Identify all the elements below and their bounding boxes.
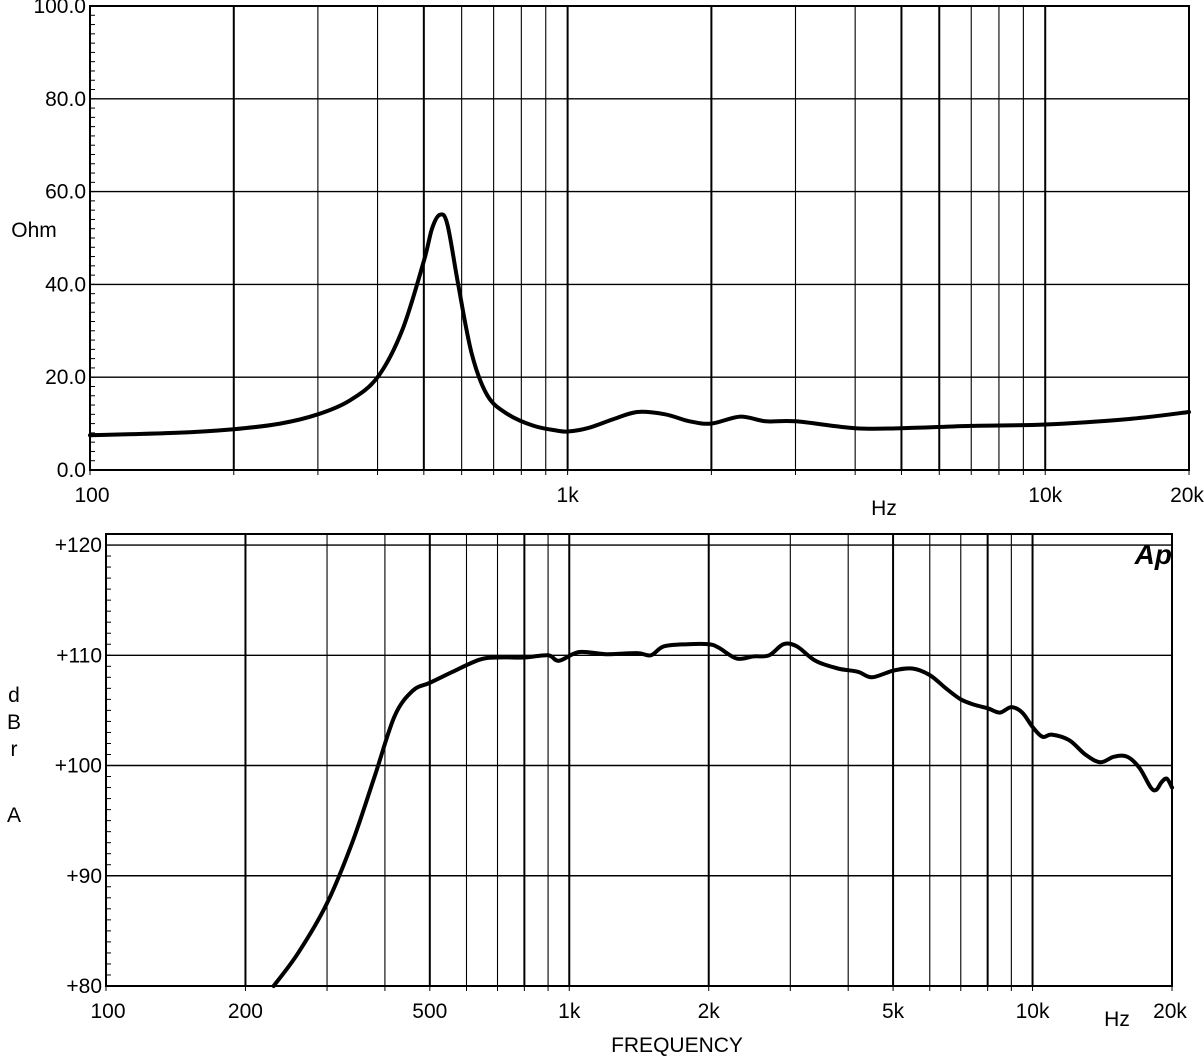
y-tick-label: +80 [66,975,102,998]
ap-logo: Ap [1134,539,1172,570]
impedance-tick-labels: 100 1k 10k 20k 0.0 20.0 40.0 60.0 80.0 100.0 [33,0,1204,507]
impedance-x-unit-label: Hz [871,497,897,520]
x-tick-label: 20k [1153,1000,1187,1023]
x-tick-label: 100 [74,484,109,507]
impedance-axes [89,5,1190,475]
response-y-label-line-4: A [7,804,21,827]
response-y-label-line-3: r [11,738,18,761]
x-tick-label: 2k [698,1000,721,1023]
response-y-label-line-1: d [8,684,20,707]
plot-frame [89,5,1190,471]
impedance-grid [89,5,1190,471]
x-tick-label: 20k [1170,484,1204,507]
x-tick-label: 5k [882,1000,905,1023]
response-x-axis-label: FREQUENCY [611,1034,743,1057]
x-tick-label: 200 [228,1000,263,1023]
response-x-unit-label: Hz [1104,1008,1130,1031]
y-tick-label: 100.0 [33,0,86,18]
y-tick-label: +120 [55,534,102,557]
y-tick-label: +90 [66,865,102,888]
y-tick-label: 60.0 [45,181,86,204]
response-grid [105,534,1173,987]
frequency-response-chart: 100 200 500 1k 2k 5k 10k 20k+80+90+100+110+120 … [7,533,1188,1057]
y-tick-label: 0.0 [57,459,86,482]
y-tick-label: +110 [56,644,102,667]
y-tick-label: 40.0 [45,273,86,296]
impedance-curve [88,212,1191,438]
x-tick-label: 1k [557,484,580,507]
x-tick-label: 500 [412,1000,447,1023]
plot-frame [105,533,1173,987]
y-tick-label: +100 [55,755,102,778]
response-tick-labels: 100 200 500 1k 2k 5k 10k 20k +80 +90 +100 +110 +120 [55,534,1188,1023]
impedance-chart: 100 1k 10k 20k 0.0 20.0 40.0 60.0 80.0 100.0 Hz O… [11,0,1204,520]
impedance-y-axis-label: Ohm [11,219,57,242]
y-tick-label: 80.0 [45,88,86,111]
y-tick-label: 20.0 [45,366,86,389]
x-tick-label: 100 [90,1000,125,1023]
x-tick-label: 10k [1016,1000,1050,1023]
x-tick-label: 1k [558,1000,581,1023]
response-y-label-line-2: B [7,711,21,734]
response-curve [271,641,1174,988]
x-tick-label: 10k [1028,484,1062,507]
response-axes [105,533,1173,991]
